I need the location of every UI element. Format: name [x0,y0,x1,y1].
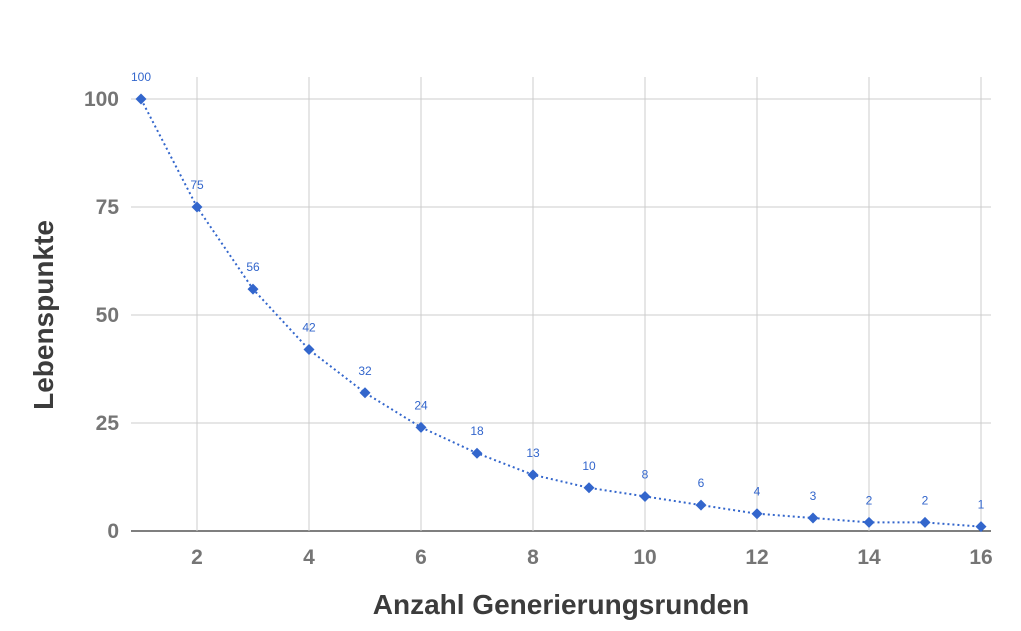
data-point-marker [471,447,483,459]
x-axis-title: Anzahl Generierungsrunden [373,589,750,620]
y-axis-ticks: 0 25 50 75 100 [84,88,119,543]
data-point-marker [527,469,539,481]
data-label: 24 [414,398,428,412]
x-tick-label: 16 [969,546,992,569]
data-point-marker [359,387,371,399]
data-label: 75 [190,178,204,192]
data-label: 2 [922,493,929,507]
data-label: 8 [642,467,649,481]
y-tick-label: 0 [107,520,119,543]
data-point-marker [863,516,875,528]
y-tick-label: 50 [96,304,119,327]
data-point-marker [695,499,707,511]
x-tick-label: 6 [415,546,427,569]
y-tick-label: 100 [84,88,119,111]
data-point-marker [975,521,987,533]
series-layer [135,93,987,533]
data-point-marker [919,516,931,528]
data-label: 18 [470,424,484,438]
data-label: 100 [131,70,151,84]
data-point-marker [639,490,651,502]
data-point-marker [303,344,315,356]
x-axis-ticks: 2 4 6 8 10 12 14 16 [191,546,993,569]
data-label: 2 [866,493,873,507]
data-point-marker [247,283,259,295]
data-label: 56 [246,260,260,274]
data-label: 6 [698,476,705,490]
data-point-marker [135,93,147,105]
data-point-marker [751,508,763,520]
data-label: 32 [358,364,372,378]
x-tick-label: 12 [745,546,768,569]
x-tick-label: 2 [191,546,203,569]
y-tick-label: 75 [96,196,120,219]
data-label: 1 [978,498,985,512]
y-axis-title: Lebenspunkte [28,220,59,410]
grid-lines [131,77,991,532]
data-point-marker [415,421,427,433]
data-label: 4 [754,485,761,499]
data-point-marker [191,201,203,213]
x-tick-label: 10 [633,546,656,569]
data-label: 3 [810,489,817,503]
x-tick-label: 8 [527,546,539,569]
x-tick-label: 4 [303,546,315,569]
data-point-marker [807,512,819,524]
x-tick-label: 14 [857,546,881,569]
data-label: 10 [582,459,596,473]
data-label: 13 [526,446,540,460]
data-point-marker [583,482,595,494]
data-label: 42 [302,321,316,335]
y-tick-label: 25 [96,412,120,435]
series-line [140,98,982,528]
